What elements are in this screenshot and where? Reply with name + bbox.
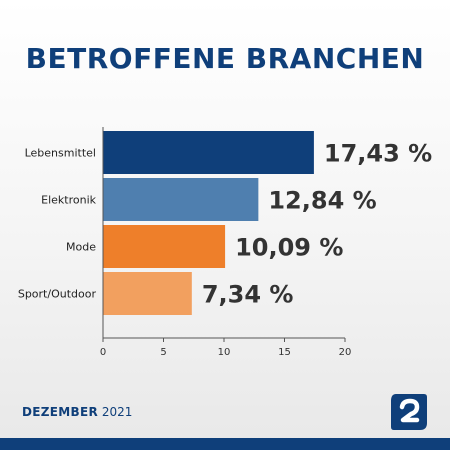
x-tick-label-10: 10 — [218, 347, 231, 358]
x-tick-label-0: 0 — [100, 347, 106, 358]
footer-date: DEZEMBER 2021 — [22, 405, 132, 419]
bars-layer: Lebensmittel 17,43 % Elektronik 12,84 % Mode… — [18, 131, 432, 315]
value-label-mode: 10,09 % — [235, 234, 343, 262]
axis-layer: 0 5 10 15 20 — [100, 127, 352, 358]
brand-logo-icon — [391, 394, 427, 430]
category-label-elektronik: Elektronik — [41, 194, 96, 207]
bar-sport-outdoor — [103, 272, 192, 315]
footer-month: DEZEMBER — [22, 405, 98, 419]
page-title: BETROFFENE BRANCHEN — [25, 42, 425, 75]
bar-lebensmittel — [103, 131, 314, 174]
value-label-lebensmittel: 17,43 % — [324, 140, 432, 168]
value-label-elektronik: 12,84 % — [268, 187, 376, 215]
category-label-sport-outdoor: Sport/Outdoor — [18, 288, 97, 301]
bar-mode — [103, 225, 226, 268]
x-tick-label-15: 15 — [278, 347, 291, 358]
x-tick-label-5: 5 — [160, 347, 166, 358]
category-label-mode: Mode — [66, 241, 96, 254]
x-tick-label-20: 20 — [339, 347, 352, 358]
bottom-bar — [0, 438, 450, 450]
footer-year: 2021 — [101, 405, 133, 419]
category-label-lebensmittel: Lebensmittel — [25, 147, 96, 160]
value-label-sport-outdoor: 7,34 % — [202, 281, 294, 309]
bar-elektronik — [103, 178, 259, 221]
